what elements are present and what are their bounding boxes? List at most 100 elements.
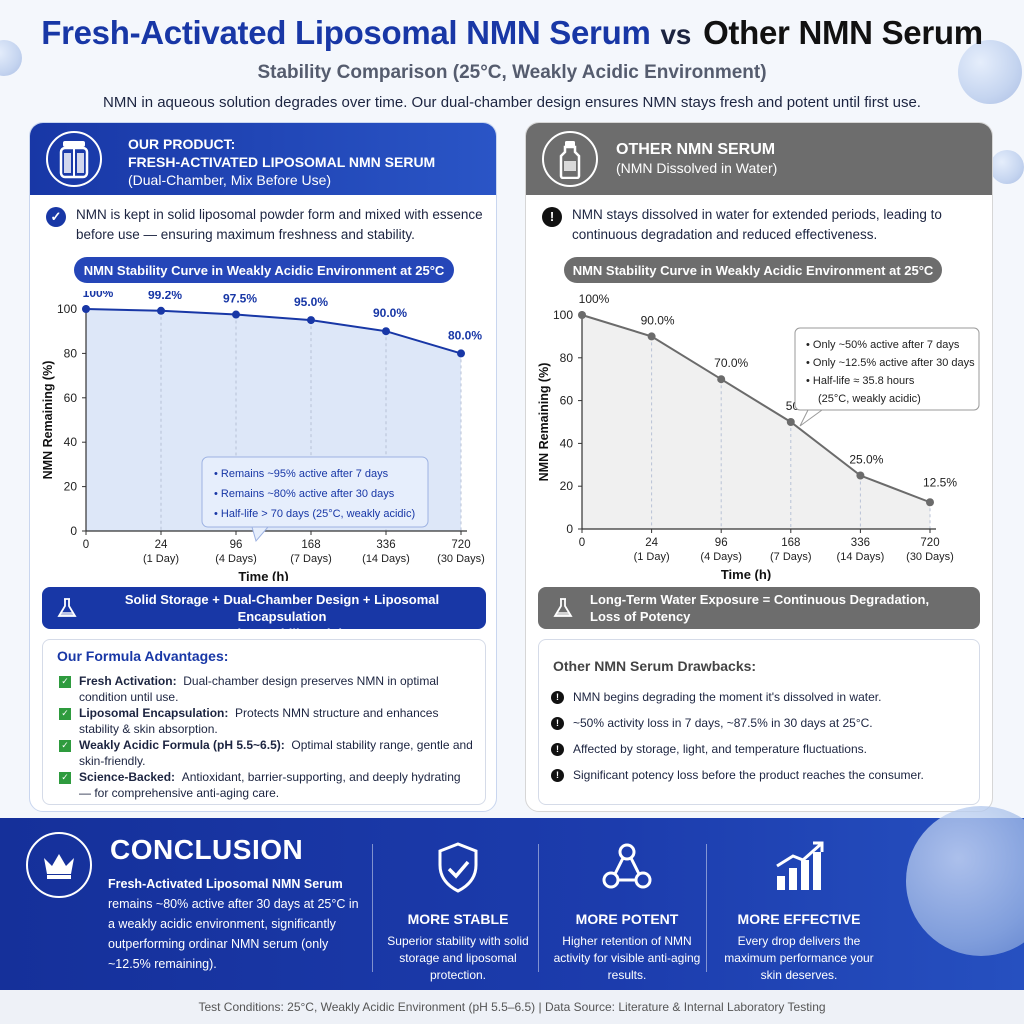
drawback-text: Significant potency loss before the prod… bbox=[573, 768, 924, 782]
drawback-text: NMN begins degrading the moment it's dis… bbox=[573, 690, 882, 704]
advantages-title: Our Formula Advantages: bbox=[57, 648, 229, 664]
other-product-type: (NMN Dissolved in Water) bbox=[616, 160, 778, 176]
data-point bbox=[717, 375, 726, 384]
molecule-icon bbox=[602, 843, 652, 889]
drawback-text: ~50% activity loss in 7 days, ~87.5% in … bbox=[573, 716, 873, 730]
annotation-callout bbox=[794, 327, 980, 427]
our-product-note: ✓ NMN is kept in solid liposomal powder … bbox=[46, 205, 486, 245]
other-product-name: OTHER NMN SERUM bbox=[616, 141, 776, 158]
x-tick-label: 0 bbox=[83, 539, 89, 551]
y-tick-label: 60 bbox=[64, 391, 78, 405]
data-point bbox=[157, 306, 165, 315]
advantage-name: Liposomal Encapsulation: bbox=[79, 706, 229, 720]
advantage-text: Dual-chamber design preserves NMN in opt… bbox=[79, 674, 439, 704]
drawback-item: ! NMN begins degrading the moment it's di… bbox=[551, 690, 971, 705]
page-title: Fresh-Activated Liposomal NMN Serum vs Oth… bbox=[0, 14, 1024, 52]
annotation-text: • Half-life ≈ 35.8 hours bbox=[806, 375, 915, 387]
flask-icon bbox=[553, 598, 573, 617]
drawback-item: ! Significant potency loss before the pro… bbox=[551, 768, 971, 783]
other-product-header: OTHER NMN SERUM (NMN Dissolved in Water) bbox=[526, 123, 992, 195]
alert-icon: ! bbox=[551, 769, 564, 782]
checkbox-icon: ✓ bbox=[59, 772, 71, 784]
our-product-label: OUR PRODUCT: bbox=[128, 136, 236, 152]
other-product-note: ! NMN stays dissolved in water for exten… bbox=[542, 205, 982, 245]
advantage-text: Optimal stability range, gentle and skin… bbox=[79, 738, 473, 768]
y-tick-label: 20 bbox=[64, 480, 78, 494]
divider bbox=[706, 844, 707, 972]
x-tick-label: 24 bbox=[645, 537, 658, 549]
advantage-text: Protects NMN structure and enhances stab… bbox=[79, 706, 439, 736]
alert-icon: ! bbox=[551, 717, 564, 730]
advantage-item: ✓ Fresh Activation: Dual-chamber design p… bbox=[59, 674, 474, 705]
y-tick-label: 100 bbox=[553, 308, 573, 322]
annotation-text: • Remains ~80% active after 30 days bbox=[214, 488, 395, 500]
y-axis-label: NMN Remaining (%) bbox=[537, 363, 551, 482]
y-tick-label: 0 bbox=[566, 522, 573, 536]
advantage-item: ✓ Liposomal Encapsulation: Protects NMN s… bbox=[59, 706, 474, 737]
data-point bbox=[856, 471, 865, 480]
divider bbox=[372, 844, 373, 972]
x-tick-sublabel: (14 Days) bbox=[362, 553, 410, 565]
y-tick-label: 100 bbox=[57, 302, 77, 316]
data-label: 70.0% bbox=[714, 356, 748, 370]
formula-advantages-box: Our Formula Advantages: ✓ Fresh Activatio… bbox=[42, 639, 486, 805]
data-label: 100% bbox=[579, 292, 610, 306]
data-point bbox=[578, 311, 586, 319]
x-tick-label: 336 bbox=[851, 537, 870, 549]
title-our-product: Fresh-Activated Liposomal NMN Serum bbox=[41, 14, 651, 51]
x-tick-label: 336 bbox=[376, 539, 395, 551]
y-tick-label: 60 bbox=[560, 394, 574, 408]
checkbox-icon: ✓ bbox=[59, 740, 71, 752]
feature-title: MORE POTENT bbox=[575, 911, 679, 927]
other-formula-banner: Long-Term Water Exposure = Continuous De… bbox=[538, 587, 980, 629]
data-label: 90.0% bbox=[373, 306, 407, 320]
x-tick-sublabel: (7 Days) bbox=[770, 551, 812, 563]
data-point bbox=[457, 349, 465, 358]
feature-title: MORE STABLE bbox=[407, 911, 509, 927]
x-tick-label: 96 bbox=[230, 539, 243, 551]
annotation-text: • Only ~12.5% active after 30 days bbox=[806, 357, 975, 369]
advantage-item: ✓ Weakly Acidic Formula (pH 5.5~6.5): Opt… bbox=[59, 738, 474, 769]
x-axis-label: Time (h) bbox=[721, 567, 771, 581]
feature-more-potent: MORE POTENT Higher retention of NMN acti… bbox=[552, 838, 702, 984]
data-point bbox=[647, 332, 656, 341]
x-tick-label: 0 bbox=[579, 537, 585, 549]
x-tick-label: 168 bbox=[301, 539, 320, 551]
data-label: 100% bbox=[83, 291, 114, 300]
our-formula-banner: Solid Storage + Dual-Chamber Design + Li… bbox=[42, 587, 486, 641]
data-label: 80.0% bbox=[448, 328, 482, 342]
conclusion-summary: remains ~80% active after 30 days at 25°… bbox=[108, 897, 359, 971]
other-formula-line1: Long-Term Water Exposure = Continuous De… bbox=[590, 592, 930, 607]
x-tick-sublabel: (7 Days) bbox=[290, 553, 332, 565]
y-tick-label: 20 bbox=[560, 479, 574, 493]
advantage-name: Weakly Acidic Formula (pH 5.5~6.5): bbox=[79, 738, 285, 752]
alert-icon: ! bbox=[551, 691, 564, 704]
feature-more-stable: MORE STABLE Superior stability with soli… bbox=[383, 838, 533, 984]
x-tick-sublabel: (4 Days) bbox=[215, 553, 257, 565]
data-label: 95.0% bbox=[294, 295, 328, 309]
data-label: 12.5% bbox=[923, 475, 957, 489]
other-product-note-text: NMN stays dissolved in water for extende… bbox=[572, 207, 942, 242]
other-chart-title: NMN Stability Curve in Weakly Acidic Env… bbox=[564, 257, 942, 283]
x-tick-label: 96 bbox=[715, 537, 728, 549]
other-product-panel: OTHER NMN SERUM (NMN Dissolved in Water)… bbox=[525, 122, 993, 812]
our-product-panel: OUR PRODUCT: FRESH-ACTIVATED LIPOSOMAL N… bbox=[29, 122, 497, 812]
page-subtitle: Stability Comparison (25°C, Weakly Acidi… bbox=[257, 62, 767, 83]
data-point bbox=[82, 305, 90, 313]
conclusion-text: Fresh-Activated Liposomal NMN Serum rema… bbox=[108, 874, 368, 974]
x-tick-sublabel: (1 Day) bbox=[634, 551, 670, 563]
crown-icon bbox=[26, 832, 92, 898]
divider bbox=[538, 844, 539, 972]
title-other-product: Other NMN Serum bbox=[703, 14, 983, 51]
x-tick-sublabel: (4 Days) bbox=[700, 551, 742, 563]
data-label: 90.0% bbox=[641, 313, 675, 327]
conclusion-product-name: Fresh-Activated Liposomal NMN Serum bbox=[108, 877, 343, 891]
other-stability-chart: 0 20 40 60 80 100 0 24 (1 Day) 96 (4 Days) 168 (7 Da… bbox=[537, 292, 980, 581]
x-axis-label: Time (h) bbox=[238, 569, 288, 581]
y-tick-label: 80 bbox=[64, 346, 78, 360]
data-label: 97.5% bbox=[223, 292, 257, 306]
our-product-note-text: NMN is kept in solid liposomal powder fo… bbox=[76, 207, 483, 242]
y-tick-label: 0 bbox=[70, 524, 77, 538]
data-point bbox=[926, 498, 934, 507]
alert-icon: ! bbox=[551, 743, 564, 756]
